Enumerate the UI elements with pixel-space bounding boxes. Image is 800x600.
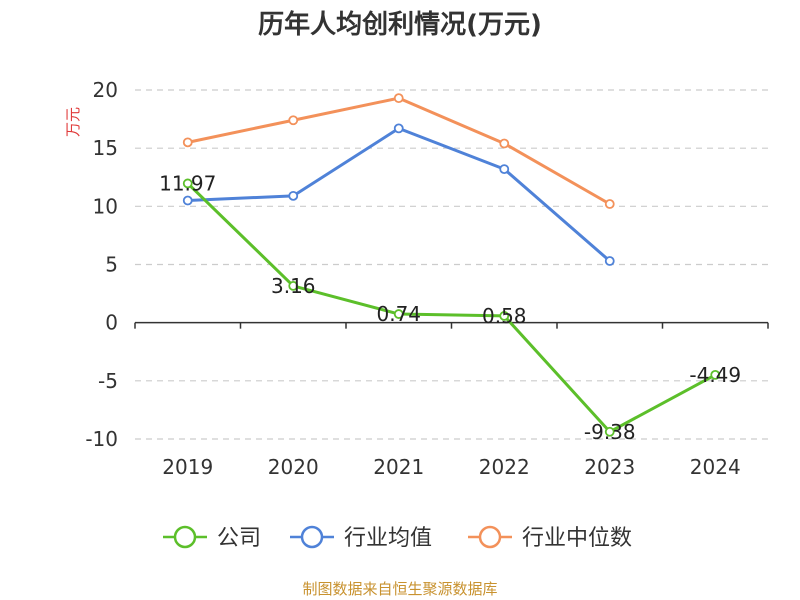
chart-title: 历年人均创利情况(万元) — [258, 10, 542, 40]
data-label: 0.74 — [376, 302, 421, 326]
data-point — [393, 309, 404, 319]
y-axis-label: 万元 — [64, 107, 82, 137]
x-tick-label: 2019 — [162, 455, 213, 479]
data-point — [604, 256, 615, 266]
y-tick-label: 20 — [93, 78, 118, 102]
x-tick-label: 2024 — [690, 455, 741, 479]
x-tick-label: 2020 — [268, 455, 319, 479]
x-tick-label: 2023 — [584, 455, 635, 479]
y-tick-label: -5 — [98, 369, 118, 393]
y-tick-label: 0 — [105, 311, 118, 335]
series-line-0 — [186, 182, 716, 434]
data-label: 3.16 — [271, 274, 316, 298]
y-tick-label: 10 — [93, 194, 118, 218]
data-label: 0.58 — [482, 304, 527, 328]
legend-label: 公司 — [217, 526, 261, 551]
data-point — [499, 138, 510, 149]
data-point — [499, 164, 510, 175]
series-line-2 — [187, 96, 611, 206]
y-tick-label: 5 — [105, 253, 118, 277]
data-label: 11.97 — [159, 171, 216, 195]
data-point — [393, 123, 404, 134]
x-tick-label: 2022 — [479, 455, 530, 479]
y-tick-label: 15 — [93, 136, 118, 160]
data-label: -4.49 — [689, 363, 741, 387]
x-tick-label: 2021 — [373, 455, 424, 479]
legend-marker — [173, 525, 197, 549]
y-tick-label: -10 — [85, 427, 118, 451]
data-point — [288, 281, 299, 291]
data-point — [182, 195, 193, 206]
legend-marker — [300, 525, 324, 549]
data-point — [604, 199, 615, 209]
data-point — [393, 93, 404, 104]
legend-label: 行业中位数 — [522, 526, 632, 551]
data-label: -9.38 — [584, 420, 636, 444]
data-point — [288, 190, 299, 201]
legend-label: 行业均值 — [344, 526, 432, 551]
data-point — [604, 426, 615, 437]
data-point — [499, 311, 510, 321]
data-point — [288, 115, 299, 126]
data-point — [182, 137, 193, 148]
data-point — [182, 178, 193, 189]
legend-marker — [478, 525, 502, 549]
source-footer: 制图数据来自恒生聚源数据库 — [302, 580, 498, 598]
data-point — [710, 370, 721, 380]
